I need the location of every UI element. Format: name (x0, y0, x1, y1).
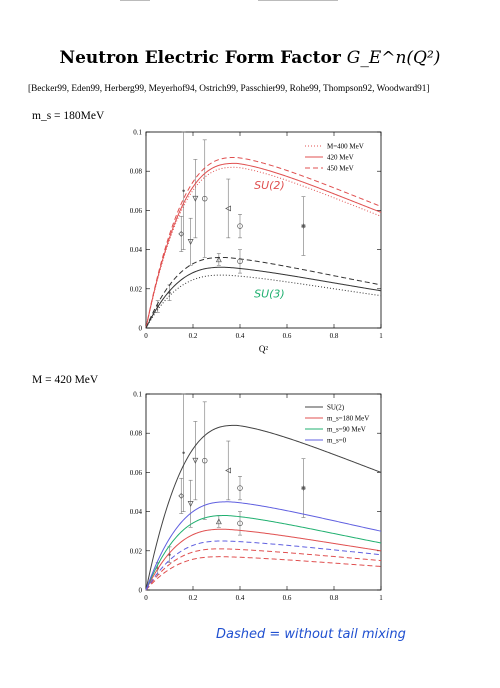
data-point (192, 457, 199, 464)
legend-label: M=400 MeV (327, 143, 364, 151)
y-tick-label: 0 (139, 325, 143, 333)
reference-list: [Becker99, Eden99, Herberg99, Meyerhof94… (28, 84, 430, 94)
legend-label: m_s=0 (327, 437, 347, 445)
data-point (301, 485, 306, 491)
legend-label: 420 MeV (327, 154, 354, 162)
series-line (145, 424, 382, 591)
data-point (168, 553, 171, 556)
x-axis-label: Q² (259, 344, 268, 354)
x-tick-label: 0.2 (189, 594, 198, 602)
y-tick-label: 0.1 (133, 391, 142, 399)
series-line (145, 501, 382, 591)
x-tick-label: 0.2 (189, 332, 198, 340)
chart-annotation: SU(3) (254, 288, 285, 301)
series-line (145, 515, 382, 591)
data-point (202, 457, 208, 464)
series-line (145, 156, 382, 329)
x-tick-label: 0 (144, 332, 148, 340)
data-point (187, 239, 194, 245)
param-cutoff-mass: M = 420 MeV (32, 374, 99, 386)
y-tick-label: 0.1 (133, 129, 142, 137)
data-point (178, 231, 185, 237)
data-point (225, 205, 231, 212)
x-tick-label: 0.6 (283, 332, 292, 340)
data-point (237, 223, 243, 229)
data-point (156, 305, 159, 308)
legend-label: 450 MeV (327, 165, 354, 173)
data-point (237, 520, 243, 527)
x-tick-label: 1 (379, 332, 383, 340)
data-point (192, 195, 199, 202)
data-point (301, 223, 306, 229)
y-tick-label: 0.04 (130, 508, 143, 516)
data-point (168, 291, 171, 294)
y-tick-label: 0.04 (130, 246, 143, 254)
page-title: Neutron Electric Form Factor G_E^n(Q²) (0, 48, 500, 68)
y-tick-label: 0.02 (130, 547, 143, 555)
x-tick-label: 0.8 (330, 332, 339, 340)
y-tick-label: 0.06 (130, 207, 143, 215)
series-line (145, 162, 382, 329)
title-text: Neutron Electric Form Factor (59, 48, 347, 68)
data-point (215, 256, 222, 263)
data-point (202, 195, 208, 202)
series-line (145, 166, 382, 329)
series-line (145, 528, 382, 591)
data-point (178, 493, 185, 499)
title-math: G_E^n(Q²) (346, 48, 441, 68)
x-tick-label: 0.4 (236, 594, 245, 602)
y-tick-label: 0.08 (130, 168, 143, 176)
data-point (237, 485, 243, 491)
data-point (237, 258, 243, 265)
y-tick-label: 0 (139, 587, 143, 595)
legend-label: m_s=180 MeV (327, 415, 369, 423)
series-line (145, 556, 382, 591)
series-line (145, 256, 382, 329)
series-line (145, 540, 382, 591)
plot-frame (145, 393, 382, 591)
data-point (215, 518, 222, 525)
y-tick-label: 0.06 (130, 469, 143, 477)
data-point (225, 467, 231, 474)
legend-label: SU(2) (327, 404, 345, 412)
series-line (145, 548, 382, 591)
series-line (145, 266, 382, 329)
dashed-note: Dashed = without tail mixing (216, 627, 406, 642)
param-strange-mass: m_s = 180MeV (32, 110, 105, 122)
data-point (156, 567, 159, 570)
data-point (182, 189, 185, 192)
x-tick-label: 0 (144, 594, 148, 602)
legend-label: m_s=90 MeV (327, 426, 366, 434)
x-tick-label: 0.8 (330, 594, 339, 602)
top-edge-mark (258, 0, 338, 1)
x-tick-label: 0.6 (283, 594, 292, 602)
x-tick-label: 0.4 (236, 332, 245, 340)
top-edge-mark (120, 0, 150, 1)
data-point (187, 501, 194, 507)
y-tick-label: 0.08 (130, 430, 143, 438)
x-tick-label: 1 (379, 594, 383, 602)
series-line (145, 274, 382, 329)
chart-annotation: SU(2) (254, 179, 285, 192)
plot-frame (145, 131, 382, 329)
data-point (182, 451, 185, 454)
y-tick-label: 0.02 (130, 285, 143, 293)
